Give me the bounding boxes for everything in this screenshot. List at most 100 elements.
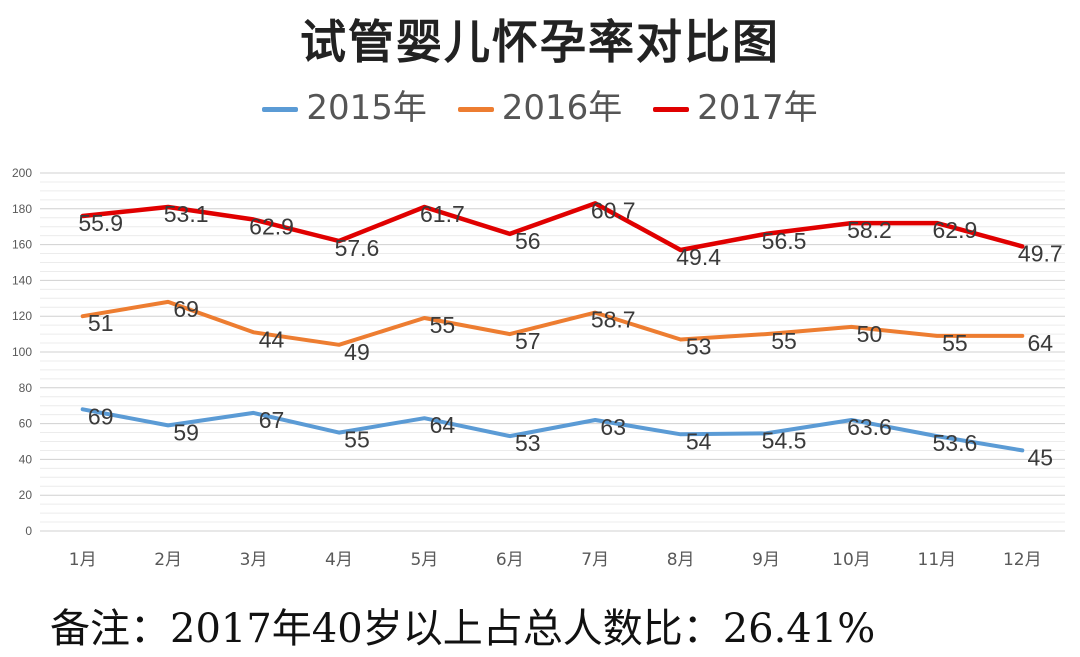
data-point: [593, 201, 597, 205]
y-tick-label: 20: [19, 488, 33, 502]
y-tick-label: 120: [12, 309, 32, 323]
data-label: 49: [344, 339, 370, 365]
data-label: 53: [686, 333, 712, 359]
data-label: 59: [173, 419, 199, 445]
data-point: [679, 337, 683, 341]
data-label: 69: [88, 403, 114, 429]
series-line-2015年: [80, 407, 1025, 453]
data-label: 51: [88, 310, 114, 336]
data-label: 56: [515, 228, 541, 254]
data-label: 57.6: [335, 235, 380, 261]
x-tick-label: 1月: [69, 550, 97, 570]
y-tick-label: 80: [19, 381, 33, 395]
data-label: 57: [515, 328, 541, 354]
data-point: [593, 418, 597, 422]
data-label: 54.5: [762, 427, 807, 453]
data-point: [935, 334, 939, 338]
data-point: [337, 239, 341, 243]
legend-label-2015: 2015年: [306, 88, 427, 128]
data-label: 64: [1027, 330, 1053, 356]
data-point: [166, 300, 170, 304]
data-point: [337, 431, 341, 435]
legend-item-2016: 2016年: [457, 80, 622, 129]
footnote: 备注：2017年40岁以上占总人数比：26.41%: [50, 606, 876, 652]
data-point: [252, 411, 256, 415]
legend-swatch-2015: [262, 107, 299, 112]
data-label: 55: [430, 312, 456, 338]
data-label: 62.9: [249, 214, 294, 240]
data-point: [422, 416, 426, 420]
data-point: [1020, 244, 1024, 248]
data-label: 67: [259, 407, 285, 433]
data-point: [849, 418, 853, 422]
data-label: 49.4: [676, 244, 721, 270]
legend-swatch-2016: [457, 107, 494, 112]
data-label: 58.7: [591, 307, 636, 333]
data-label: 55: [771, 328, 797, 354]
x-tick-label: 7月: [581, 550, 609, 570]
y-tick-label: 60: [19, 417, 33, 431]
y-tick-label: 40: [19, 452, 33, 466]
data-label: 61.7: [420, 201, 465, 227]
data-point: [1020, 448, 1024, 452]
data-point: [764, 332, 768, 336]
x-tick-label: 10月: [832, 550, 871, 570]
y-tick-label: 180: [12, 202, 32, 216]
data-point: [422, 205, 426, 209]
data-point: [1020, 334, 1024, 338]
data-point: [252, 330, 256, 334]
x-tick-label: 4月: [325, 550, 353, 570]
x-tick-label: 3月: [240, 550, 268, 570]
data-point: [593, 311, 597, 315]
data-point: [764, 431, 768, 435]
data-label: 62.9: [932, 217, 977, 243]
x-tick-label: 12月: [1003, 550, 1042, 570]
data-point: [849, 325, 853, 329]
data-point: [81, 407, 85, 411]
series-line-2017年: [80, 201, 1025, 253]
data-point: [252, 218, 256, 222]
data-label: 56.5: [762, 228, 807, 254]
y-tick-label: 140: [12, 273, 32, 287]
data-label: 49.7: [1018, 240, 1063, 266]
legend-item-2015: 2015年: [262, 80, 427, 129]
legend: 2015年 2016年 2017年: [0, 80, 1080, 129]
data-point: [166, 423, 170, 427]
data-point: [679, 432, 683, 436]
data-label: 58.2: [847, 217, 892, 243]
y-tick-label: 0: [25, 524, 32, 538]
data-point: [337, 343, 341, 347]
series-line-2016年: [80, 299, 1025, 347]
data-point: [508, 232, 512, 236]
data-point: [935, 434, 939, 438]
data-label: 64: [430, 412, 456, 438]
x-tick-label: 11月: [918, 550, 957, 570]
data-label: 45: [1027, 444, 1053, 470]
data-label: 44: [259, 326, 285, 352]
data-label: 53.6: [932, 430, 977, 456]
grid: [40, 172, 1065, 532]
data-label: 60.7: [591, 197, 636, 223]
x-tick-label: 8月: [667, 550, 695, 570]
x-tick-label: 6月: [496, 550, 524, 570]
data-point: [81, 314, 85, 318]
data-point: [166, 205, 170, 209]
y-tick-label: 160: [12, 238, 32, 252]
x-tick-label: 9月: [752, 550, 780, 570]
data-label: 50: [857, 321, 883, 347]
legend-swatch-2017: [653, 107, 690, 112]
data-label: 55.9: [78, 210, 123, 236]
data-point: [508, 434, 512, 438]
data-label: 63: [600, 414, 626, 440]
data-label: 55: [344, 427, 370, 453]
data-point: [81, 214, 85, 218]
data-label: 54: [686, 428, 712, 454]
data-point: [849, 221, 853, 225]
data-point: [679, 248, 683, 252]
data-point: [764, 232, 768, 236]
data-point: [935, 221, 939, 225]
legend-label-2017: 2017年: [697, 88, 818, 128]
x-tick-label: 5月: [410, 550, 438, 570]
chart-title: 试管婴儿怀孕率对比图: [300, 15, 780, 69]
